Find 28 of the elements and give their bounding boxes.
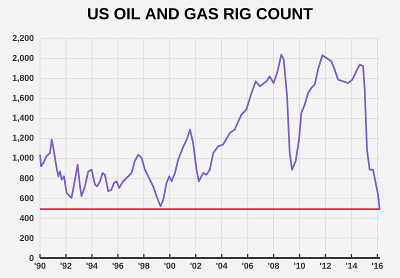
- y-tick-label: 800: [20, 175, 34, 182]
- x-tick-label: '16: [372, 262, 383, 269]
- y-tick-label: 400: [20, 215, 34, 222]
- x-tick-label: '96: [112, 262, 124, 269]
- x-tick-label: '12: [320, 262, 331, 269]
- x-tick-label: '04: [216, 262, 228, 269]
- x-tick-label: '92: [60, 262, 72, 269]
- x-tick-label: '94: [86, 262, 98, 269]
- x-tick-label: '06: [242, 262, 254, 269]
- y-tick-label: 2,200: [12, 34, 34, 42]
- y-tick-label: 1,800: [12, 74, 34, 82]
- x-tick-label: '14: [346, 262, 358, 269]
- line-series: [39, 54, 380, 210]
- y-tick-label: 1,400: [12, 114, 34, 122]
- y-tick-label: 0: [29, 254, 34, 262]
- x-tick-label: '02: [190, 262, 202, 269]
- x-tick-label: '90: [34, 262, 46, 269]
- y-tick-label: 600: [20, 195, 34, 202]
- x-tick-label: '08: [268, 262, 280, 269]
- y-tick-label: 200: [20, 234, 34, 242]
- y-tick-label: 1,600: [12, 94, 34, 102]
- y-tick-label: 1,200: [12, 134, 34, 142]
- x-tick-label: '98: [138, 262, 150, 269]
- x-tick-label: '00: [164, 262, 176, 269]
- x-tick-label: '10: [294, 262, 306, 269]
- chart-title: US OIL AND GAS RIG COUNT: [88, 8, 313, 20]
- y-tick-label: 2,000: [12, 54, 34, 62]
- y-tick-label: 1,000: [12, 154, 34, 162]
